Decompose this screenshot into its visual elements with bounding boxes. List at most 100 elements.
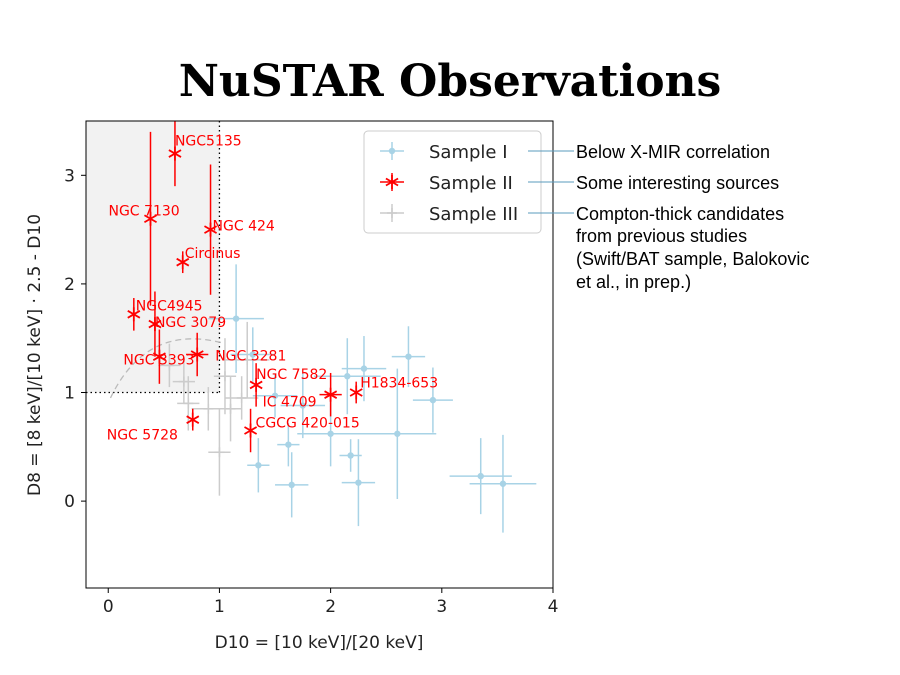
sample3-point	[183, 398, 194, 409]
y-tick-label: 1	[64, 384, 75, 404]
sample1-point	[499, 480, 507, 487]
sample1-point	[355, 479, 362, 486]
sample1-point	[360, 365, 368, 372]
source-label: NGC 3079	[155, 315, 226, 331]
sample2-point	[127, 307, 141, 322]
source-label: NGC 7130	[108, 204, 179, 220]
sample3-point	[225, 403, 236, 414]
sample1-point	[429, 396, 437, 404]
sample1-point	[232, 315, 240, 322]
source-label: NGC 3393	[123, 353, 194, 369]
annotation-sample3-line4: et al., in prep.)	[576, 272, 691, 292]
star-stroke	[385, 177, 399, 187]
annotation-connectors	[528, 150, 574, 214]
source-label: IC 4709	[263, 395, 317, 411]
sample1-point	[255, 462, 262, 469]
slide-title: NuSTAR Observations	[178, 56, 722, 107]
axis-ticks: 0 1 2 3 4 0 1 2 3	[64, 166, 558, 617]
star-stroke	[349, 388, 363, 397]
star-stroke	[204, 225, 218, 234]
sample1-point	[299, 402, 307, 409]
sample1-point	[327, 430, 334, 437]
sample1-point	[394, 430, 401, 437]
data-points	[127, 146, 507, 489]
y-tick-label: 2	[64, 275, 75, 295]
sample1-point	[347, 452, 354, 459]
guide-lines	[86, 121, 226, 399]
annotations: Below X-MIR correlation Some interesting…	[576, 142, 809, 292]
star-stroke	[148, 319, 162, 329]
sample2-point	[176, 255, 190, 270]
star-stroke	[249, 380, 263, 390]
x-tick-label: 3	[436, 597, 447, 617]
plot-frame	[85, 120, 554, 589]
annotation-sample2: Some interesting sources	[576, 173, 779, 193]
x-tick-label: 4	[548, 597, 559, 617]
sample3-point	[219, 371, 230, 382]
sample3-point	[203, 403, 214, 414]
legend-markers	[380, 142, 404, 222]
y-tick-label: 0	[64, 492, 75, 512]
source-label: NGC5135	[175, 134, 242, 150]
source-label: H1834-653	[360, 376, 438, 392]
sample2-point	[244, 423, 258, 438]
legend-label-sample3: Sample III	[429, 204, 518, 225]
source-label: Circinus	[185, 246, 241, 262]
y-axis-label: D8 = [8 keV]/[10 keV] · 2.5 - D10	[25, 214, 45, 496]
star-stroke	[324, 390, 338, 399]
model-curve	[109, 338, 226, 399]
sample1-point	[405, 353, 412, 360]
sample1-point	[249, 351, 256, 358]
sample2-point	[204, 222, 218, 237]
sample2-point	[152, 349, 166, 364]
sample1-point	[288, 481, 295, 489]
sample2-point	[190, 347, 204, 362]
source-label: NGC4945	[136, 298, 203, 314]
star-stroke	[143, 214, 158, 224]
star-stroke	[168, 149, 182, 158]
sample3-point	[214, 447, 225, 458]
star-stroke	[152, 352, 166, 361]
sample1-point	[285, 441, 292, 448]
x-tick-label: 2	[325, 597, 336, 617]
x-tick-label: 0	[103, 597, 114, 617]
sample1-point	[271, 392, 279, 399]
sample3-point	[242, 354, 253, 365]
annotation-sample1: Below X-MIR correlation	[576, 142, 770, 162]
sample2-point	[148, 317, 162, 332]
annotation-sample3-line2: from previous studies	[576, 226, 747, 246]
sample2-point	[186, 412, 200, 427]
legend-marker	[387, 208, 397, 218]
source-label: NGC 424	[213, 219, 275, 235]
source-label: NGC 5728	[107, 428, 178, 444]
sample1-point	[344, 373, 351, 380]
legend-marker	[385, 175, 399, 189]
sample3-point	[236, 392, 247, 403]
star-stroke	[244, 426, 258, 435]
legend-marker	[388, 147, 396, 155]
x-tick-label: 1	[214, 597, 225, 617]
sample2-point	[324, 387, 338, 402]
sample2-point	[349, 385, 363, 400]
sample1-point	[477, 472, 484, 480]
source-label: NGC 3281	[215, 349, 286, 365]
source-label: CGCG 420-015	[256, 416, 360, 432]
source-label: NGC 7582	[256, 367, 327, 383]
star-stroke	[127, 310, 141, 319]
legend: Sample I Sample II Sample III	[363, 130, 542, 234]
sample3-point	[164, 360, 175, 371]
star-stroke	[186, 415, 200, 424]
star-stroke	[176, 257, 190, 267]
legend-label-sample2: Sample II	[429, 173, 513, 194]
sample3-point	[178, 376, 189, 387]
x-axis-label: D10 = [10 keV]/[20 keV]	[215, 633, 424, 653]
y-tick-label: 3	[64, 166, 75, 186]
sample2-point	[143, 211, 158, 226]
sample2-point	[168, 146, 182, 161]
star-stroke	[190, 350, 204, 359]
legend-label-sample1: Sample I	[429, 142, 508, 163]
annotation-sample3-line1: Compton-thick candidates	[576, 204, 784, 224]
